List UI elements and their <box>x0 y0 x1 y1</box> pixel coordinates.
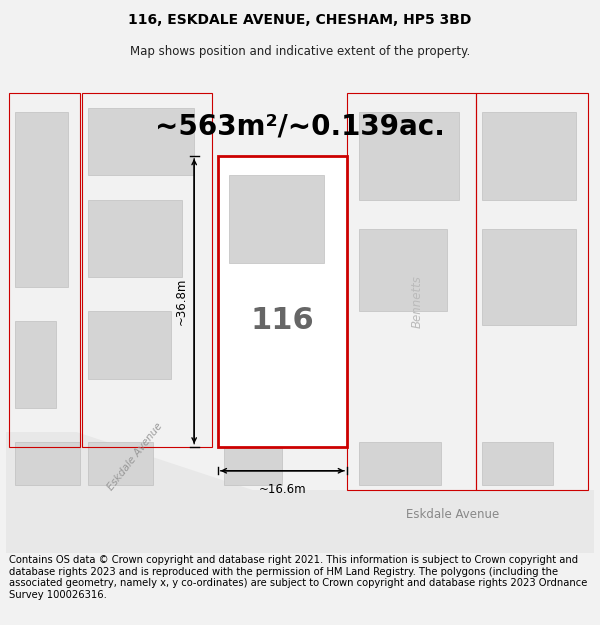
Bar <box>359 229 447 311</box>
Text: ~563m²/~0.139ac.: ~563m²/~0.139ac. <box>155 113 445 141</box>
Text: Eskdale Avenue: Eskdale Avenue <box>406 508 500 521</box>
Bar <box>15 112 68 287</box>
Bar <box>482 112 577 199</box>
Bar <box>88 311 170 379</box>
Bar <box>9 93 79 446</box>
Bar <box>224 442 283 485</box>
Text: 116: 116 <box>250 306 314 335</box>
Bar <box>15 442 79 485</box>
Bar <box>82 93 212 446</box>
Bar <box>6 490 594 553</box>
Text: ~16.6m: ~16.6m <box>259 483 306 496</box>
Bar <box>229 175 323 262</box>
Bar <box>347 93 476 490</box>
Bar <box>482 229 577 326</box>
Bar <box>15 321 56 408</box>
Text: ~36.8m: ~36.8m <box>175 278 188 325</box>
Bar <box>359 112 459 199</box>
Polygon shape <box>6 432 253 490</box>
Bar <box>482 442 553 485</box>
Text: Eskdale Avenue: Eskdale Avenue <box>106 421 165 492</box>
Text: 116, ESKDALE AVENUE, CHESHAM, HP5 3BD: 116, ESKDALE AVENUE, CHESHAM, HP5 3BD <box>128 13 472 27</box>
Text: Contains OS data © Crown copyright and database right 2021. This information is : Contains OS data © Crown copyright and d… <box>9 555 587 600</box>
Bar <box>359 442 441 485</box>
Bar <box>218 156 347 446</box>
Text: Bennetts: Bennetts <box>411 275 424 328</box>
Text: Map shows position and indicative extent of the property.: Map shows position and indicative extent… <box>130 44 470 58</box>
Bar <box>88 442 153 485</box>
Bar <box>88 199 182 277</box>
Bar <box>476 93 588 490</box>
Bar <box>88 107 194 175</box>
